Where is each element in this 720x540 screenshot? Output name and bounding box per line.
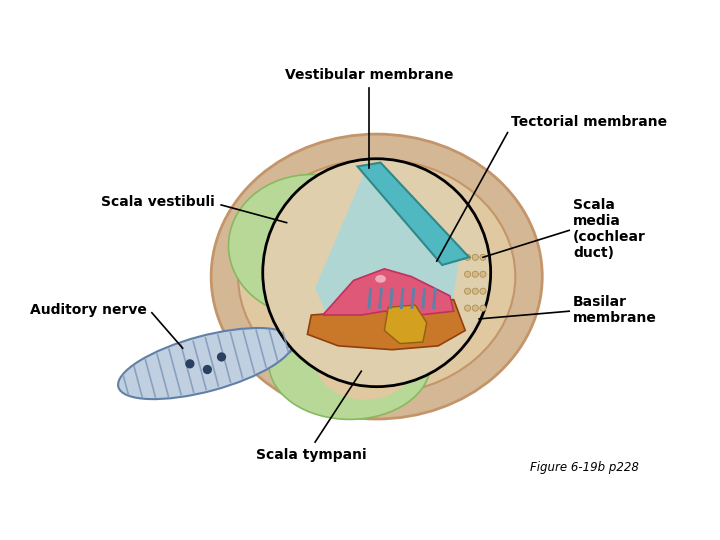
Circle shape [464, 305, 471, 311]
Ellipse shape [375, 275, 386, 283]
Text: Auditory nerve: Auditory nerve [30, 302, 148, 316]
Circle shape [263, 159, 490, 387]
Circle shape [203, 365, 212, 374]
Circle shape [480, 305, 486, 311]
Polygon shape [357, 163, 469, 265]
Circle shape [464, 271, 471, 278]
Circle shape [472, 271, 478, 278]
Ellipse shape [281, 198, 381, 294]
Polygon shape [384, 305, 427, 343]
Circle shape [472, 254, 478, 260]
Ellipse shape [264, 178, 487, 370]
Text: Figure 6-19b p228: Figure 6-19b p228 [530, 462, 639, 475]
Text: Scala tympani: Scala tympani [256, 448, 366, 462]
Ellipse shape [228, 174, 394, 317]
Circle shape [185, 359, 194, 368]
Ellipse shape [211, 134, 542, 419]
Circle shape [480, 254, 486, 260]
Ellipse shape [118, 328, 294, 399]
Polygon shape [307, 300, 465, 350]
Circle shape [464, 254, 471, 260]
Circle shape [472, 288, 478, 294]
Text: Scala vestibuli: Scala vestibuli [102, 195, 215, 209]
Circle shape [480, 271, 486, 278]
Circle shape [472, 305, 478, 311]
Ellipse shape [269, 308, 431, 420]
Text: Basilar
membrane: Basilar membrane [573, 294, 657, 325]
Text: Tectorial membrane: Tectorial membrane [511, 114, 667, 129]
Ellipse shape [315, 323, 415, 400]
Text: Vestibular membrane: Vestibular membrane [284, 68, 454, 82]
Text: Scala
media
(cochlear
duct): Scala media (cochlear duct) [573, 198, 646, 260]
Circle shape [464, 288, 471, 294]
Circle shape [217, 352, 226, 362]
Polygon shape [315, 170, 462, 323]
Ellipse shape [238, 159, 516, 394]
Polygon shape [323, 269, 454, 315]
Circle shape [480, 288, 486, 294]
